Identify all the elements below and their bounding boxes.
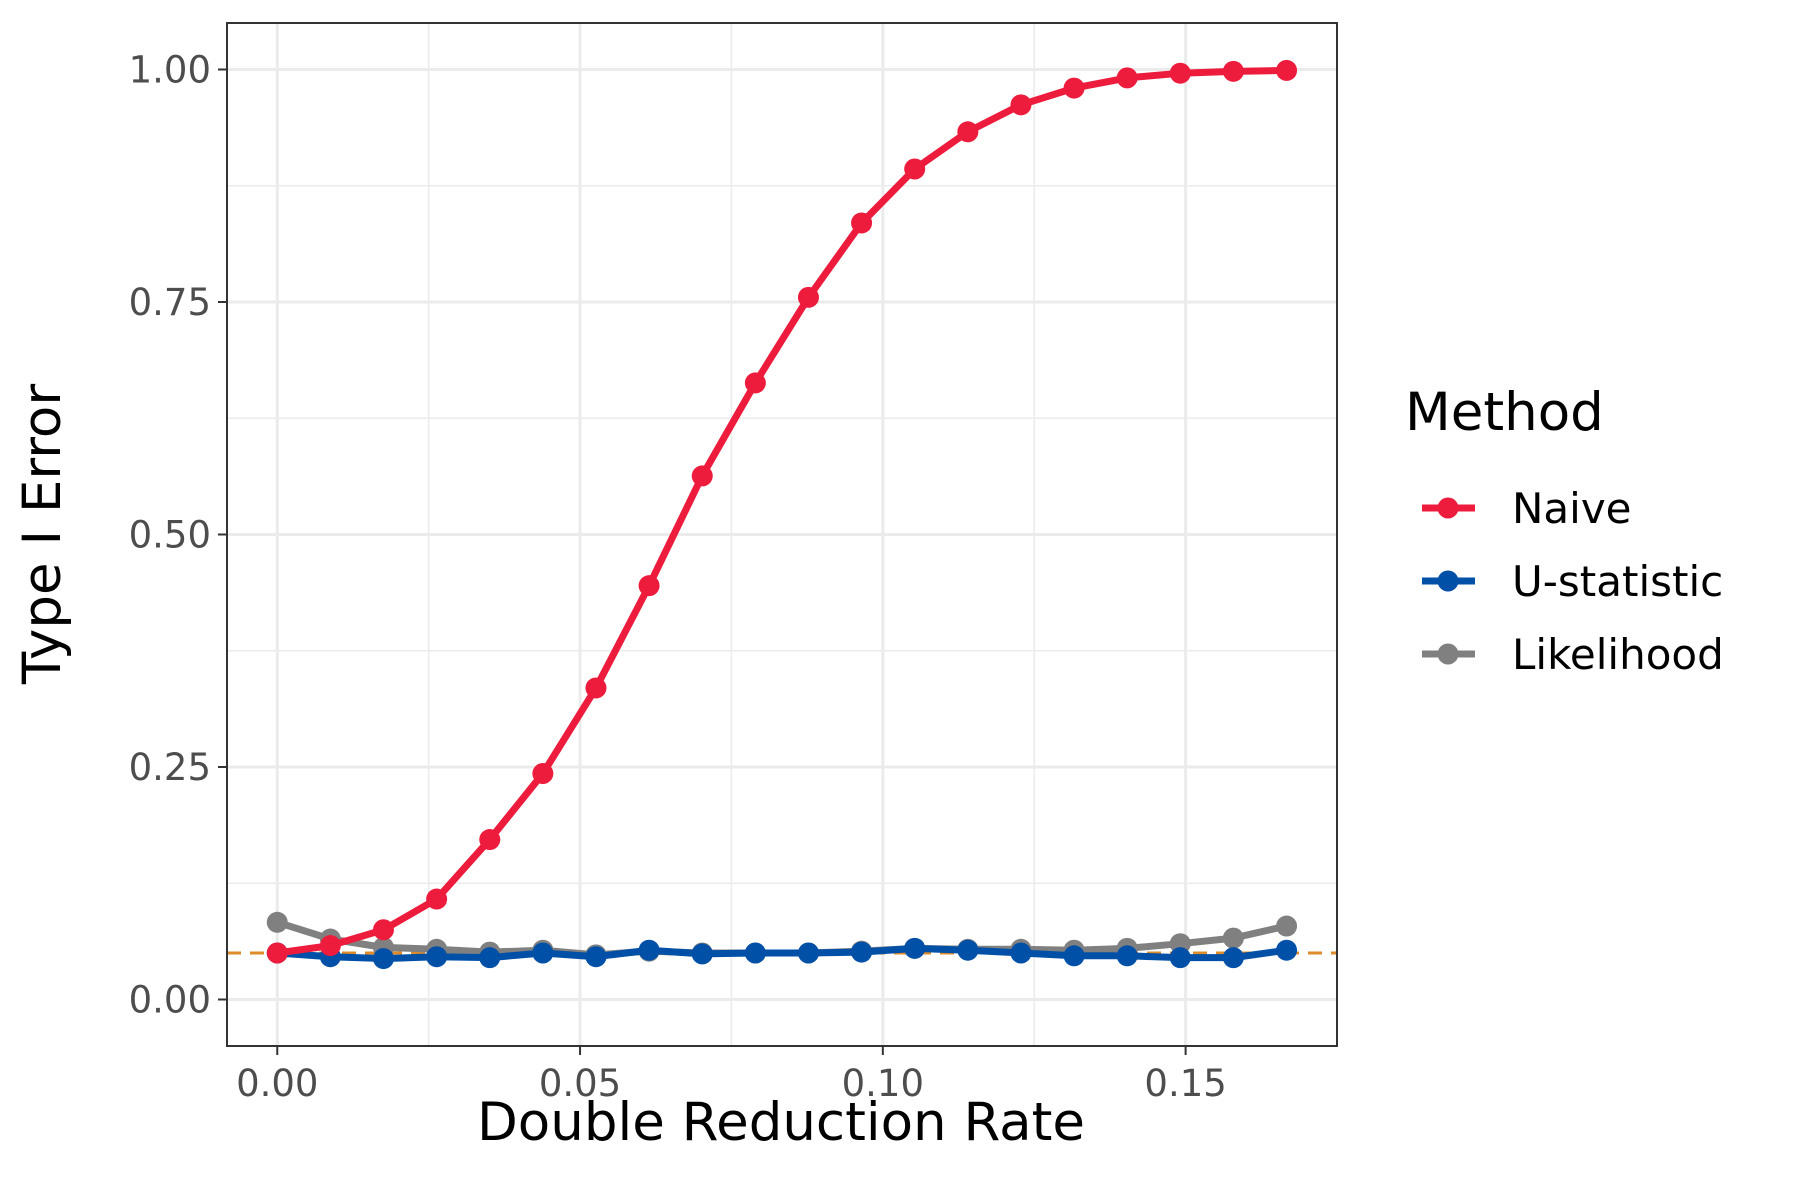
series-u-statistic [266,937,1298,970]
x-axis-tick-labels: 0.00 0.05 0.10 0.15 [236,1062,1227,1105]
data-point-naive [372,919,394,941]
x-tick-label: 0.10 [842,1062,924,1105]
data-point-u-statistic [585,946,607,968]
data-point-naive [266,942,288,964]
legend-label-u-statistic: U-statistic [1512,557,1723,606]
data-point-naive [797,286,819,308]
data-point-naive [1222,60,1244,82]
data-point-naive [479,829,501,851]
data-point-u-statistic [904,937,926,959]
legend-item-naive: Naive [1422,484,1632,533]
data-point-u-statistic [851,941,873,963]
data-point-naive [426,888,448,910]
legend-item-likelihood: Likelihood [1422,630,1724,679]
data-point-likelihood [266,911,288,933]
legend-label-likelihood: Likelihood [1512,630,1724,679]
data-point-u-statistic [638,939,660,961]
data-point-u-statistic [372,948,394,970]
data-point-u-statistic [957,939,979,961]
data-point-u-statistic [1063,945,1085,967]
legend-item-u-statistic: U-statistic [1422,557,1723,606]
major-gridlines [227,23,1337,1046]
data-point-naive [319,935,341,957]
data-point-u-statistic [1222,947,1244,969]
data-point-naive [532,763,554,785]
data-point-u-statistic [691,943,713,965]
series-naive [266,59,1298,964]
data-point-likelihood [1276,915,1298,937]
data-point-u-statistic [532,942,554,964]
legend-label-naive: Naive [1512,484,1632,533]
y-axis-title: Type I Error [12,384,73,685]
data-point-u-statistic [1169,947,1191,969]
y-tick-label: 0.50 [129,514,211,557]
data-point-likelihood [1222,927,1244,949]
data-point-u-statistic [1116,945,1138,967]
data-point-naive [1116,67,1138,89]
legend-key-point [1437,643,1459,665]
y-tick-label: 0.75 [129,281,211,324]
data-point-naive [851,212,873,234]
y-tick-label: 1.00 [129,49,211,92]
data-point-u-statistic [1010,942,1032,964]
x-axis-title: Double Reduction Rate [477,1092,1085,1153]
axis-ticks [218,68,1187,1055]
data-point-u-statistic [426,946,448,968]
legend-title: Method [1405,382,1604,443]
x-tick-label: 0.00 [236,1062,318,1105]
legend-key-point [1437,497,1459,519]
legend: Method Naive U-statistic Likelihood [1405,382,1724,679]
data-point-naive [1010,94,1032,116]
series-layer [266,59,1298,970]
data-point-naive [744,372,766,394]
x-tick-label: 0.15 [1144,1062,1226,1105]
data-point-naive [1063,77,1085,99]
y-tick-label: 0.25 [129,746,211,789]
data-point-naive [957,121,979,143]
x-tick-label: 0.05 [539,1062,621,1105]
data-point-naive [585,677,607,699]
legend-key-point [1437,570,1459,592]
data-point-u-statistic [744,942,766,964]
data-point-naive [638,575,660,597]
data-point-u-statistic [797,942,819,964]
data-point-naive [904,158,926,180]
y-tick-label: 0.00 [129,979,211,1022]
legend-items: Naive U-statistic Likelihood [1422,484,1724,679]
data-point-naive [1169,62,1191,84]
y-axis-tick-labels: 0.00 0.25 0.50 0.75 1.00 [129,49,211,1022]
data-point-u-statistic [1276,939,1298,961]
data-point-naive [1276,59,1298,81]
data-point-naive [691,465,713,487]
data-point-u-statistic [479,947,501,969]
